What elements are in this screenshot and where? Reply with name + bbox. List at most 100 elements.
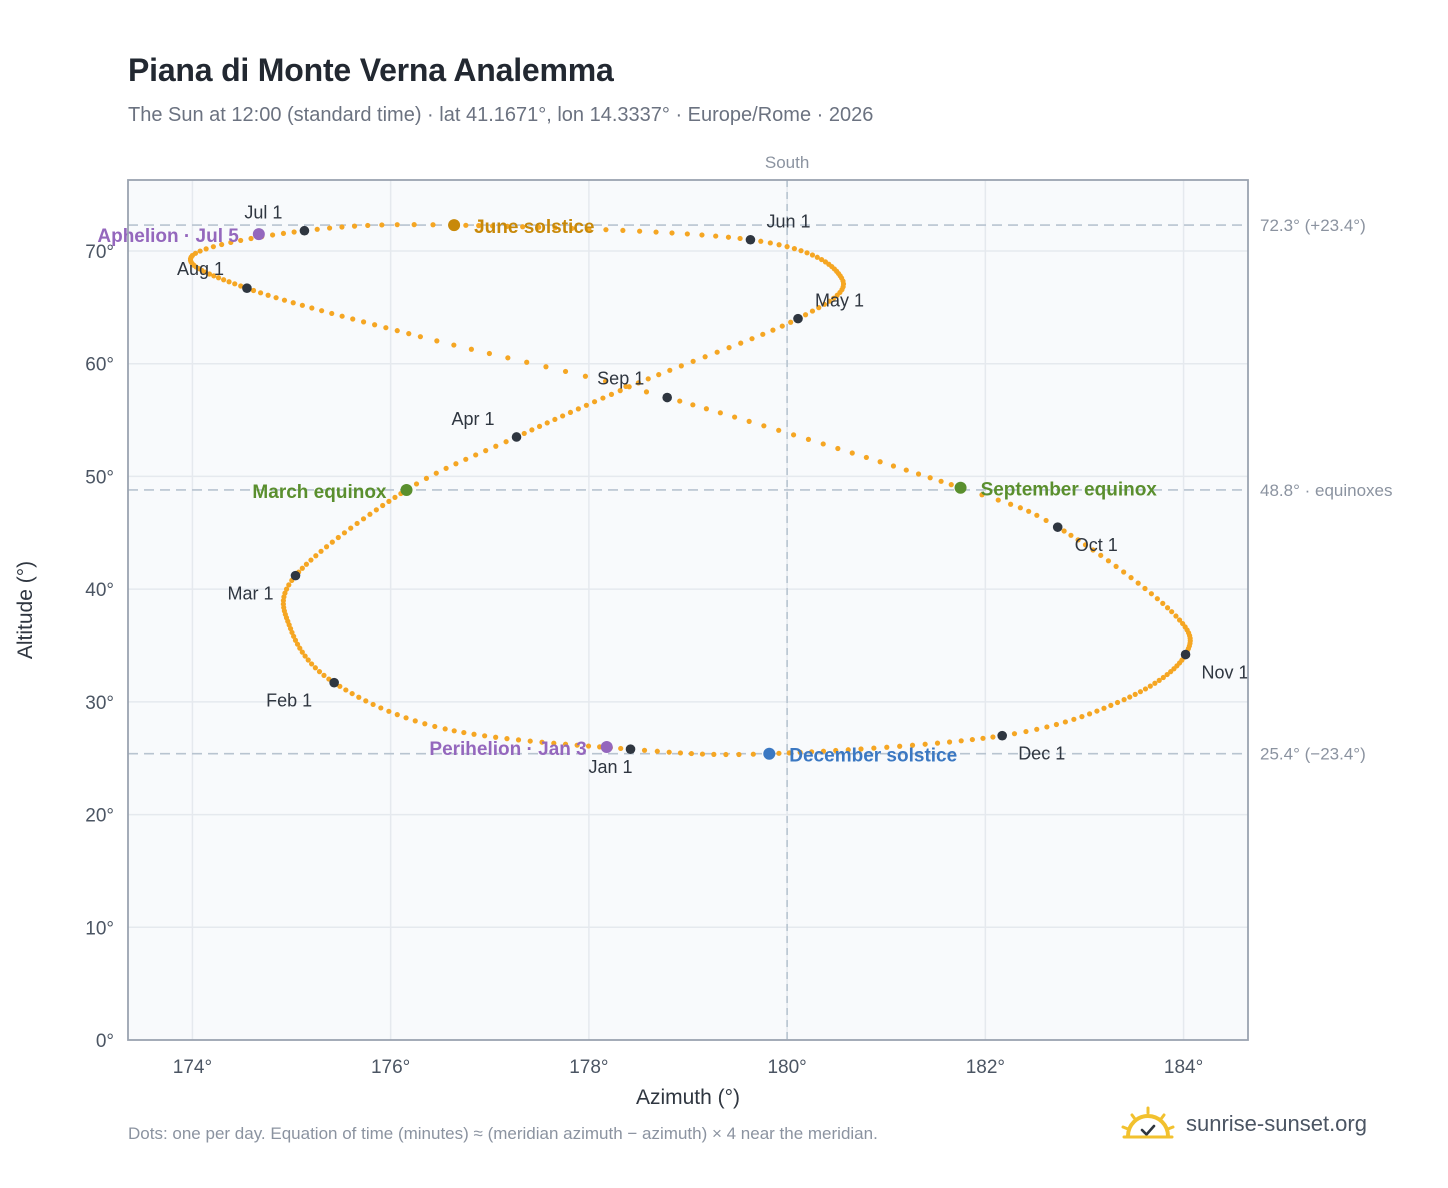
daily-sun-dot — [690, 402, 696, 408]
daily-sun-dot — [423, 475, 430, 481]
sun-checkmark-icon — [1121, 1106, 1175, 1139]
y-tick-label: 0° — [96, 1031, 114, 1052]
daily-sun-dot — [746, 418, 752, 424]
daily-sun-dot — [226, 279, 232, 285]
daily-sun-dot — [313, 553, 319, 559]
daily-sun-dot — [210, 244, 216, 250]
event-marker — [763, 747, 776, 760]
daily-sun-dot — [820, 748, 827, 754]
daily-sun-dot — [585, 743, 592, 749]
daily-sun-dot — [784, 244, 790, 250]
month-marker — [625, 744, 636, 755]
daily-sun-dot — [1168, 669, 1174, 675]
daily-sun-dot — [1152, 680, 1158, 686]
daily-sun-dot — [524, 359, 530, 365]
daily-sun-dot — [786, 750, 792, 756]
daily-sun-dot — [821, 301, 828, 307]
plot-area — [128, 180, 1248, 1040]
daily-sun-dot — [761, 423, 767, 429]
daily-sun-dot — [379, 222, 385, 228]
daily-sun-dot — [608, 391, 615, 397]
daily-sun-dot — [1164, 605, 1171, 611]
daily-sun-dot — [1086, 711, 1093, 717]
y-axis-title: Altitude (°) — [14, 561, 37, 659]
event-label: June solstice — [474, 217, 594, 238]
daily-sun-dot — [305, 657, 311, 663]
brand[interactable]: sunrise-sunset.org — [1120, 1102, 1367, 1146]
daily-sun-dot — [667, 367, 673, 373]
daily-sun-dot — [539, 739, 545, 745]
daily-sun-dot — [809, 252, 816, 258]
daily-sun-dot — [529, 427, 535, 433]
daily-sun-dot — [1082, 542, 1089, 548]
daily-sun-dot — [314, 226, 320, 232]
daily-sun-dot — [312, 665, 318, 671]
daily-sun-dot — [969, 736, 975, 743]
daily-sun-dot — [339, 224, 345, 230]
daily-sun-dot — [586, 226, 592, 232]
daily-sun-dot — [574, 742, 580, 748]
daily-sun-dot — [600, 395, 606, 401]
daily-sun-dot — [1034, 512, 1040, 518]
daily-sun-dot — [536, 224, 542, 230]
month-label: Jan 1 — [589, 757, 633, 777]
daily-sun-dot — [327, 225, 333, 231]
daily-sun-dot — [394, 222, 400, 228]
daily-sun-dot — [463, 222, 469, 228]
y-tick-label: 50° — [85, 467, 114, 488]
daily-sun-dot — [736, 751, 742, 758]
daily-sun-dot — [489, 223, 496, 229]
daily-sun-dot — [1061, 528, 1067, 534]
daily-sun-dot — [394, 328, 400, 334]
daily-sun-dot — [321, 672, 327, 678]
daily-sun-dot — [1108, 702, 1114, 708]
daily-sun-dot — [699, 232, 705, 238]
daily-sun-dot — [776, 427, 782, 433]
daily-sun-dot — [280, 230, 287, 237]
daily-sun-dot — [238, 283, 244, 289]
daily-sun-dot — [602, 378, 609, 384]
daily-sun-dot — [360, 516, 367, 522]
daily-sun-dot — [232, 281, 238, 287]
daily-sun-dot — [656, 372, 662, 378]
daily-sun-dot — [351, 223, 358, 229]
daily-sun-dot — [297, 645, 303, 651]
event-marker — [600, 740, 613, 753]
daily-sun-dot — [871, 745, 877, 751]
daily-sun-dot — [814, 254, 820, 260]
daily-sun-dot — [654, 748, 660, 754]
daily-sun-dot — [623, 383, 629, 390]
daily-sun-dot — [551, 740, 557, 746]
daily-sun-dot — [797, 749, 803, 755]
daily-sun-dot — [890, 463, 897, 469]
daily-sun-dot — [927, 475, 933, 481]
brand-name: sunrise-sunset.org — [1186, 1111, 1367, 1136]
daily-sun-dot — [713, 233, 719, 239]
daily-sun-dot — [790, 432, 797, 438]
y-tick-label: 60° — [85, 355, 114, 376]
month-marker — [299, 225, 310, 236]
daily-sun-dot — [221, 277, 227, 283]
daily-sun-dot — [1173, 613, 1179, 619]
daily-sun-dot — [343, 687, 349, 693]
daily-sun-dot — [779, 323, 785, 329]
daily-sun-dot — [749, 336, 755, 342]
daily-sun-dot — [316, 669, 323, 675]
daily-sun-dot — [858, 746, 864, 752]
daily-sun-dot — [413, 481, 420, 487]
month-label: Nov 1 — [1202, 663, 1249, 683]
event-label: Perihelion · Jan 3 — [429, 739, 586, 760]
daily-sun-dot — [990, 734, 996, 740]
event-marker — [252, 228, 265, 241]
daily-sun-dot — [1105, 558, 1112, 564]
daily-sun-dot — [1114, 699, 1121, 706]
daily-sun-dot — [433, 470, 439, 476]
daily-sun-dot — [1135, 580, 1141, 586]
daily-sun-dot — [504, 736, 510, 742]
event-label: December solstice — [789, 746, 957, 767]
daily-sun-dot — [337, 683, 343, 689]
month-marker — [242, 283, 252, 294]
daily-sun-dot — [406, 331, 412, 337]
daily-sun-dot — [798, 248, 804, 254]
daily-sun-dot — [723, 751, 729, 758]
